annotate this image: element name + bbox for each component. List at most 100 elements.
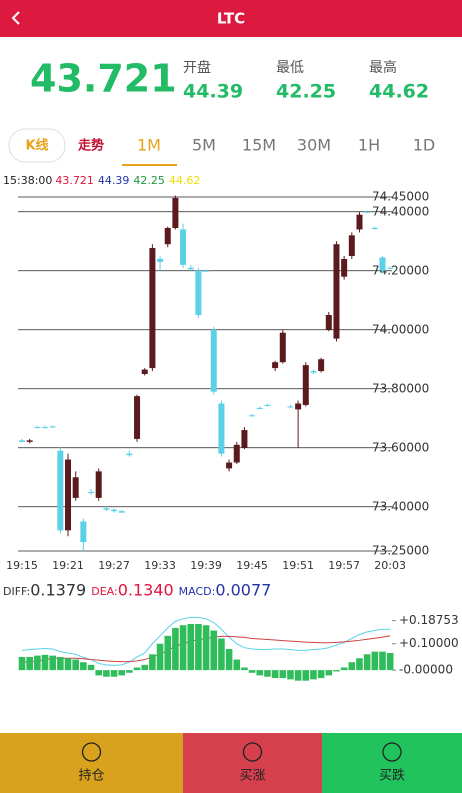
candle-body [49,426,56,428]
candle-body [42,427,49,429]
footer-button[interactable] [322,733,462,793]
info-value: 43.721 [55,174,94,187]
x-tick-label: 19:33 [144,559,176,572]
header-bar [0,0,462,37]
footer-button[interactable] [0,733,183,793]
candle-body [157,258,164,262]
macd-bar [18,656,26,671]
stat-value: 42.25 [276,81,336,103]
candle-body [325,315,332,330]
footer-label: 买涨 [239,769,265,784]
candle-body [348,235,355,256]
macd-bar [110,670,118,677]
candle-body [379,257,386,271]
candle-body [88,492,95,493]
tab[interactable]: 走势 [78,138,104,154]
macd-bar [294,670,302,681]
price: 43.721 [30,57,177,101]
macd-legend-label: DEA: [91,585,117,598]
macd-bar [141,664,149,671]
candle-body [341,258,348,277]
macd-bar [103,670,110,677]
macd-bar [87,664,95,671]
kline-button[interactable] [8,128,66,163]
spacer [0,720,462,733]
candle-body [218,403,225,454]
tab[interactable]: 1H [358,136,380,155]
macd-bar [279,670,287,679]
tab[interactable]: 5M [192,136,216,155]
macd-bar [225,649,233,671]
macd-bar [49,655,56,671]
macd-legend-value: 0.1379 [30,581,86,600]
candle-body [302,365,309,405]
macd-bar [218,638,225,671]
y-tick-label: 74.45000 [372,190,429,204]
y-tick-label: +0.10000 [399,636,459,650]
macd-bar [333,670,340,672]
candle-body [241,430,248,448]
candle-body [371,227,378,229]
footer-button[interactable] [183,733,322,793]
tab[interactable]: 30M [297,136,331,155]
macd-bar [118,670,126,676]
candle-body [226,462,233,469]
macd-bar [95,670,102,676]
macd-bar [156,643,164,671]
macd-bar [363,654,371,671]
info-value: 44.62 [169,174,201,187]
macd-legend-value: 0.0077 [215,581,271,600]
macd-bar [317,670,325,679]
macd-bar [356,658,363,671]
candle-body [57,450,64,531]
macd-bar [233,659,241,671]
info-time: 15:38:00 [3,174,52,187]
y-tick-label: 73.25000 [372,544,429,558]
y-tick-label: +0.18753 [399,613,459,627]
candle-body [72,477,79,498]
macd-bar [371,651,379,671]
macd-bar [149,654,156,671]
y-tick-label: 73.40000 [372,499,429,513]
candle-body [333,244,340,339]
y-tick-label: 74.00000 [372,322,429,336]
macd-bar [57,656,64,671]
back-button[interactable] [11,11,20,25]
candle-body [310,371,317,373]
x-tick-label: 19:57 [328,559,360,572]
macd-bar [310,670,317,680]
macd-bar [195,623,202,671]
macd-bar [256,670,264,676]
candle-body [295,403,302,410]
stat-label: 最低 [276,60,304,76]
x-tick-label: 19:45 [236,559,268,572]
y-tick-label: 73.60000 [372,440,429,454]
candle-body [134,396,141,439]
tab[interactable]: 15M [242,136,276,155]
stat-label: 最高 [369,59,397,76]
candle-body [272,362,279,369]
macd-bar [133,667,141,671]
tab[interactable]: K线 [25,138,48,154]
footer-label: 买跌 [379,768,405,784]
x-tick-label: 19:15 [6,559,38,572]
tab[interactable]: 1D [413,136,436,155]
macd-bar [241,667,248,671]
candle-body [256,407,263,409]
candle-body [126,453,133,456]
macd-bar [187,623,195,671]
stat-label: 开盘 [183,59,211,76]
macd-bar [287,670,294,680]
macd-bar [80,662,87,671]
candle-body [264,404,271,406]
macd-bar [325,670,333,676]
candle-body [364,211,371,213]
candle-body [287,406,294,408]
macd-bar [26,656,33,671]
candle-body [95,471,102,498]
x-tick-label: 19:27 [98,559,130,572]
macd-bar [172,627,179,671]
tab[interactable]: 1M [137,136,161,155]
macd-bar [248,670,256,673]
